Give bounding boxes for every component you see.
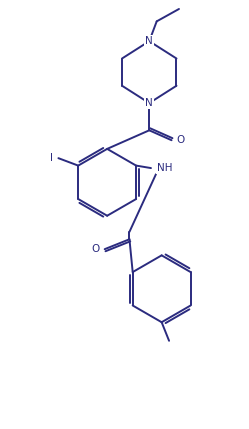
Text: NH: NH (157, 163, 173, 173)
Text: O: O (177, 135, 185, 145)
Text: O: O (91, 244, 100, 254)
Text: N: N (145, 36, 153, 46)
Text: I: I (51, 153, 54, 163)
Text: N: N (145, 98, 153, 108)
